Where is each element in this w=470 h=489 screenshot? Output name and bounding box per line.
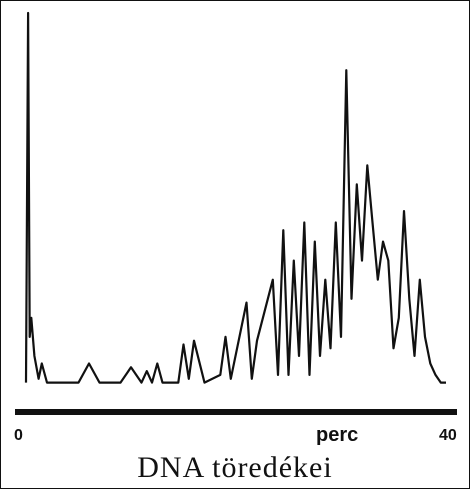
plot-area (15, 11, 457, 415)
x-tick-label-0: 0 (14, 427, 23, 444)
chart-title: DNA töredékei (137, 451, 333, 484)
x-tick-label-40: 40 (439, 427, 457, 444)
x-axis-label: perc (316, 424, 359, 446)
series-line (24, 11, 446, 384)
